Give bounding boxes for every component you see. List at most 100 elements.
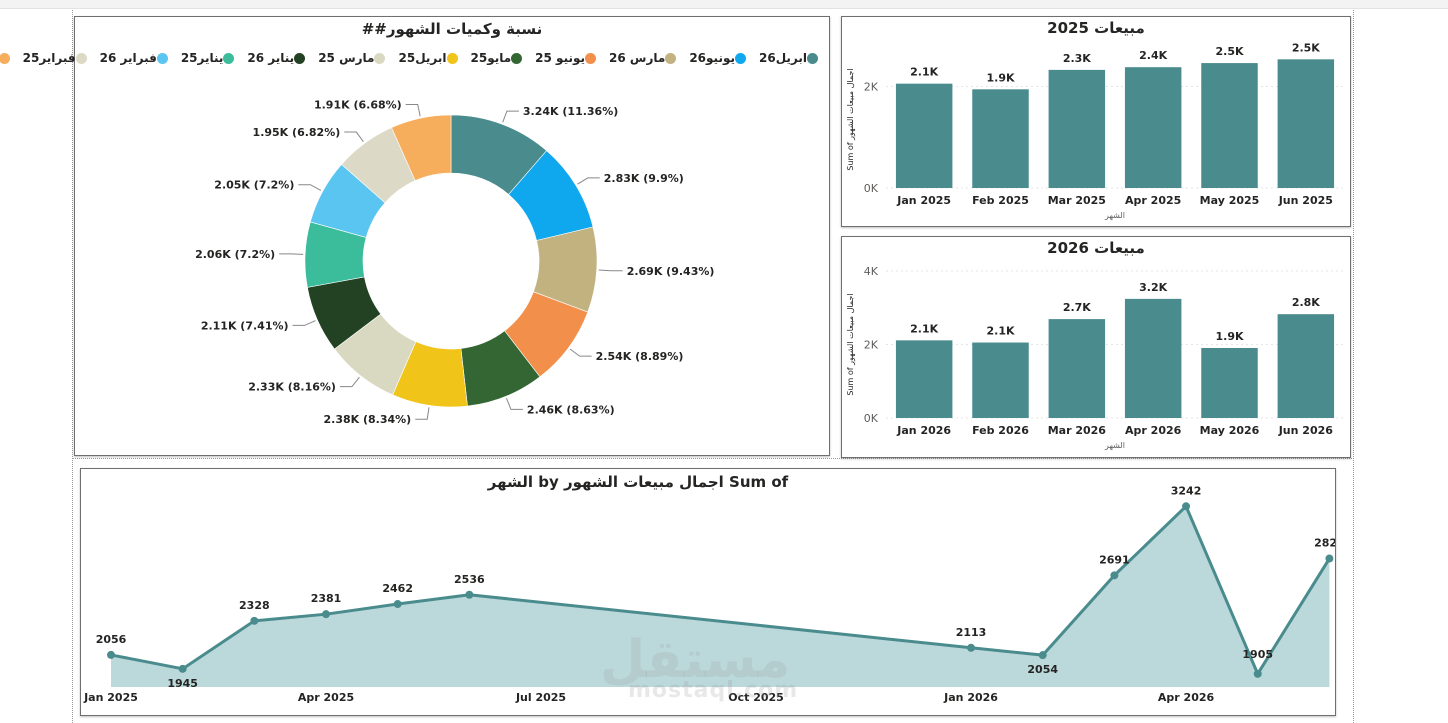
point-data-label: 2536 — [454, 573, 485, 586]
bar-chart-2026[interactable]: 0K 2K 4K 2.1K Jan 2026 2.1K Feb 2026 2.7K Mar 20… — [842, 237, 1350, 457]
legend-item[interactable]: يناير25 — [181, 51, 238, 65]
point-data-label: 1945 — [167, 677, 198, 690]
bar-data-label: 2.1K — [910, 66, 938, 79]
bar-chart-2026-title: مبيعات 2026 — [1047, 239, 1145, 257]
donut-data-label: 1.95K (6.82%) — [253, 126, 341, 139]
donut-leader-line — [415, 407, 430, 420]
bar-chart-2025-title: مبيعات 2025 — [1047, 19, 1145, 37]
bar — [1201, 347, 1258, 418]
series-point — [107, 650, 115, 659]
series-line — [110, 503, 1331, 678]
area-chart[interactable]: 2056 1945 2328 2381 2462 2536 2113 2054 2691 3242… — [81, 469, 1335, 715]
x-tick-label: Jan 2026 — [896, 424, 951, 437]
legend-item[interactable]: فبراير25 — [23, 51, 90, 65]
donut-data-label: 2.83K (9.9%) — [604, 172, 684, 185]
legend-item[interactable]: يونيو 25 — [535, 51, 599, 65]
legend-label: يونيو 25 — [535, 51, 586, 65]
series-point — [250, 616, 259, 625]
legend-marker-icon — [294, 52, 306, 64]
point-data-label: 2462 — [382, 582, 413, 595]
donut-leader-line — [569, 348, 592, 357]
y-tick-label: 0K — [864, 182, 879, 195]
bar — [895, 83, 953, 188]
point-data-label: 2381 — [311, 592, 342, 605]
x-tick-label: Mar 2026 — [1048, 424, 1107, 437]
legend-item[interactable]: مارس 26 — [609, 51, 679, 65]
donut-chart-title: ##نسبة وكميات الشهور — [361, 20, 543, 38]
series-point — [178, 664, 187, 673]
bar — [1277, 59, 1335, 189]
donut-leader-line — [344, 131, 364, 143]
x-tick-label: Feb 2025 — [972, 194, 1029, 207]
donut-data-label: 2.33K (8.16%) — [248, 381, 336, 394]
canvas-divider — [72, 458, 1352, 459]
y-axis-title: Sum of اجمال مبيعات الشهور — [846, 68, 855, 170]
legend-item[interactable]: ابريل25 — [398, 51, 460, 65]
legend-label: فبراير25 — [22, 51, 76, 65]
x-tick-label: Feb 2026 — [972, 424, 1029, 437]
x-tick-label: Apr 2026 — [1125, 424, 1182, 437]
bar-data-label: 2.5K — [1215, 45, 1243, 58]
x-tick-label: Jan 2025 — [896, 194, 951, 207]
point-data-label: 2328 — [239, 599, 270, 612]
x-tick-label: Oct 2025 — [728, 691, 784, 704]
legend-marker-icon — [0, 52, 10, 64]
x-axis-title: الشهر — [1104, 211, 1125, 220]
bar-chart-2026-panel[interactable]: مبيعات 2026 0K 2K 4K 2.1K Jan 2026 2.1K Feb 20… — [841, 236, 1351, 458]
legend-label: يناير25 — [180, 51, 224, 65]
bar-data-label: 2.7K — [1063, 301, 1091, 314]
bar-data-label: 2.1K — [986, 325, 1014, 338]
series-point — [1038, 651, 1047, 660]
bar-data-label: 2.1K — [910, 322, 938, 335]
bar-chart-2025-panel[interactable]: مبيعات 2025 0K 2K 2.1K Jan 2025 1.9K Feb 2025… — [841, 16, 1351, 227]
point-data-label: 1905 — [1242, 648, 1273, 661]
series-point — [393, 600, 402, 609]
legend-item[interactable]: مارس 25 — [318, 51, 388, 65]
x-tick-label: Mar 2025 — [1048, 194, 1106, 207]
legend-marker-icon — [156, 52, 168, 64]
legend-item[interactable]: يناير 26 — [247, 51, 308, 65]
donut-leader-line — [279, 253, 304, 255]
point-data-label: 2054 — [1027, 663, 1058, 676]
x-tick-label: Jun 2025 — [1278, 194, 1333, 207]
x-tick-label: Apr 2025 — [1125, 194, 1181, 207]
y-tick-label: 4K — [864, 265, 879, 278]
legend-label: مارس 25 — [318, 51, 375, 65]
area-chart-panel[interactable]: Sum of اجمال مبيعات الشهور by الشهر 2056… — [80, 468, 1336, 716]
legend-item[interactable]: ابريل26 — [759, 51, 821, 65]
legend-label: فبراير 26 — [99, 51, 157, 65]
donut-leader-line — [505, 398, 523, 410]
legend-marker-icon — [665, 52, 677, 64]
legend-marker-icon — [511, 52, 523, 64]
series-point — [465, 590, 474, 599]
legend-label: يناير 26 — [247, 51, 295, 65]
legend-item[interactable]: فبراير 26 — [100, 51, 171, 65]
bar-data-label: 2.3K — [1063, 52, 1091, 65]
series-point — [1110, 571, 1119, 580]
x-tick-label: Jun 2026 — [1278, 424, 1334, 437]
donut-chart[interactable]: 3.24K (11.36%) 2.83K (9.9%) 2.69K (9.43%) 2… — [75, 17, 829, 455]
bar-chart-2025[interactable]: 0K 2K 2.1K Jan 2025 1.9K Feb 2025 2.3K Mar 2025… — [842, 17, 1350, 226]
legend-item[interactable]: يونيو26 — [689, 51, 749, 65]
legend-label: ابريل25 — [398, 51, 447, 65]
bar — [1048, 319, 1106, 418]
bar — [1048, 69, 1106, 188]
area-chart-title: Sum of اجمال مبيعات الشهور by الشهر — [487, 473, 789, 491]
point-data-label: 2113 — [956, 626, 987, 639]
watermark-logo: مستقل — [600, 630, 791, 690]
legend-item[interactable]: مايو25 — [471, 51, 526, 65]
bar — [895, 340, 953, 418]
bar — [1201, 63, 1258, 189]
y-tick-label: 2K — [864, 339, 879, 352]
x-tick-label: May 2026 — [1200, 424, 1260, 437]
legend-item[interactable]: مايو26 — [0, 51, 13, 65]
donut-data-label: 2.38K (8.34%) — [324, 413, 412, 426]
donut-data-label: 2.06K (7.2%) — [195, 248, 275, 261]
x-axis-title: الشهر — [1104, 441, 1125, 450]
donut-data-label: 2.54K (8.89%) — [596, 350, 684, 363]
legend-label: مارس 26 — [609, 51, 666, 65]
bar-data-label: 2.8K — [1292, 296, 1320, 309]
legend-marker-icon — [585, 52, 597, 64]
donut-chart-panel[interactable]: ##نسبة وكميات الشهور ابريل26 يونيو26 مارس … — [0, 16, 830, 456]
bar — [1277, 314, 1335, 418]
